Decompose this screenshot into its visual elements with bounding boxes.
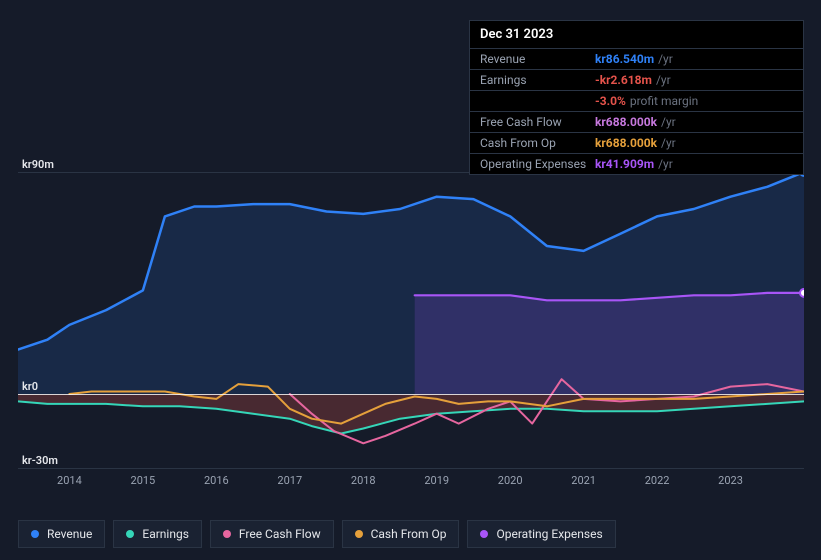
legend-label: Free Cash Flow bbox=[239, 527, 321, 541]
x-axis-label: 2020 bbox=[498, 474, 523, 487]
x-axis-label: 2019 bbox=[424, 474, 449, 487]
x-axis-label: 2023 bbox=[718, 474, 743, 487]
tooltip-date: Dec 31 2023 bbox=[470, 21, 803, 48]
legend-dot bbox=[355, 530, 363, 538]
y-axis-label: kr90m bbox=[22, 158, 54, 171]
legend-label: Cash From Op bbox=[371, 527, 447, 541]
x-axis-label: 2022 bbox=[645, 474, 670, 487]
tooltip-row: Free Cash Flowkr688.000k/yr bbox=[470, 111, 803, 132]
tooltip-row: Revenuekr86.540m/yr bbox=[470, 48, 803, 69]
legend-label: Revenue bbox=[47, 527, 92, 541]
legend-dot bbox=[126, 530, 134, 538]
tooltip-metric-value: kr86.540m bbox=[595, 52, 654, 66]
tooltip-metric-label: Earnings bbox=[480, 73, 595, 87]
legend-label: Operating Expenses bbox=[496, 527, 602, 541]
legend-item[interactable]: Operating Expenses bbox=[467, 520, 615, 548]
y-axis-label: kr-30m bbox=[22, 454, 58, 467]
tooltip-metric-label: Free Cash Flow bbox=[480, 115, 595, 129]
tooltip-unit: /yr bbox=[658, 157, 673, 171]
x-axis-label: 2016 bbox=[204, 474, 229, 487]
tooltip-metric-value: kr41.909m bbox=[595, 157, 654, 171]
legend-item[interactable]: Revenue bbox=[18, 520, 105, 548]
chart-svg bbox=[18, 172, 804, 468]
tooltip-metric-value: kr688.000k bbox=[595, 115, 657, 129]
tooltip-row: -3.0% profit margin bbox=[470, 90, 803, 111]
chart-legend: Revenue Earnings Free Cash Flow Cash From O… bbox=[18, 520, 616, 548]
tooltip-unit: /yr bbox=[658, 52, 673, 66]
tooltip-metric-value: kr688.000k bbox=[595, 136, 657, 150]
tooltip-metric-label: Operating Expenses bbox=[480, 157, 595, 171]
x-axis-label: 2014 bbox=[57, 474, 82, 487]
legend-item[interactable]: Cash From Op bbox=[342, 520, 460, 548]
x-axis-label: 2015 bbox=[131, 474, 156, 487]
financials-chart[interactable]: kr90m kr0 kr-30m 2014 2015 2016 2017 2018 2019 2… bbox=[18, 158, 804, 498]
x-axis-label: 2017 bbox=[277, 474, 302, 487]
tooltip-row: Operating Expenseskr41.909m/yr bbox=[470, 153, 803, 174]
x-axis-label: 2021 bbox=[571, 474, 596, 487]
legend-item[interactable]: Free Cash Flow bbox=[210, 520, 334, 548]
tooltip-metric-value: -3.0% bbox=[595, 94, 626, 108]
tooltip-unit: /yr bbox=[661, 115, 676, 129]
tooltip-row: Cash From Opkr688.000k/yr bbox=[470, 132, 803, 153]
hover-marker bbox=[800, 289, 804, 297]
legend-dot bbox=[480, 530, 488, 538]
legend-dot bbox=[31, 530, 39, 538]
tooltip-extra: profit margin bbox=[630, 94, 698, 108]
tooltip-unit: /yr bbox=[661, 136, 676, 150]
tooltip-unit: /yr bbox=[656, 73, 671, 87]
series-fill bbox=[18, 394, 804, 434]
legend-label: Earnings bbox=[142, 527, 189, 541]
legend-dot bbox=[223, 530, 231, 538]
x-axis-label: 2018 bbox=[351, 474, 376, 487]
hover-tooltip: Dec 31 2023 Revenuekr86.540m/yrEarnings-… bbox=[469, 20, 804, 175]
gridline bbox=[18, 468, 804, 469]
y-axis-label: kr0 bbox=[22, 380, 38, 393]
series-fill bbox=[415, 293, 804, 394]
zero-gridline bbox=[18, 394, 804, 395]
tooltip-metric-label: Revenue bbox=[480, 52, 595, 66]
tooltip-metric-value: -kr2.618m bbox=[595, 73, 652, 87]
tooltip-row: Earnings-kr2.618m/yr bbox=[470, 69, 803, 90]
tooltip-metric-label: Cash From Op bbox=[480, 136, 595, 150]
legend-item[interactable]: Earnings bbox=[113, 520, 202, 548]
